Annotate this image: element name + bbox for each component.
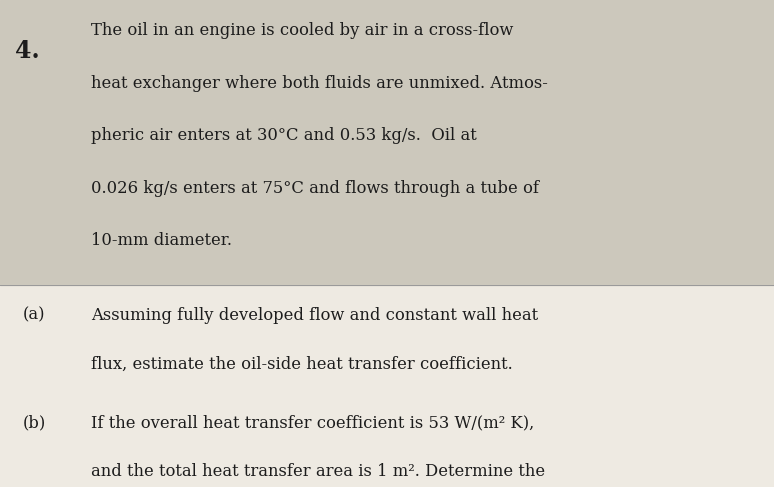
Text: The oil in an engine is cooled by air in a cross-flow: The oil in an engine is cooled by air in… <box>91 22 514 39</box>
Text: 0.026 kg/s enters at 75°C and flows through a tube of: 0.026 kg/s enters at 75°C and flows thro… <box>91 180 539 197</box>
Text: pheric air enters at 30°C and 0.53 kg/s.  Oil at: pheric air enters at 30°C and 0.53 kg/s.… <box>91 127 477 144</box>
Text: If the overall heat transfer coefficient is 53 W/(m² K),: If the overall heat transfer coefficient… <box>91 414 535 431</box>
Text: 10-mm diameter.: 10-mm diameter. <box>91 232 232 249</box>
Bar <box>0 0 774 285</box>
Text: (b): (b) <box>23 414 46 431</box>
Text: 4.: 4. <box>15 39 40 63</box>
Text: Assuming fully developed flow and constant wall heat: Assuming fully developed flow and consta… <box>91 307 539 324</box>
Text: heat exchanger where both fluids are unmixed. Atmos-: heat exchanger where both fluids are unm… <box>91 75 548 92</box>
Text: flux, estimate the oil-side heat transfer coefficient.: flux, estimate the oil-side heat transfe… <box>91 356 513 373</box>
Text: (a): (a) <box>23 307 46 324</box>
Text: and the total heat transfer area is 1 m². Determine the: and the total heat transfer area is 1 m²… <box>91 463 546 480</box>
